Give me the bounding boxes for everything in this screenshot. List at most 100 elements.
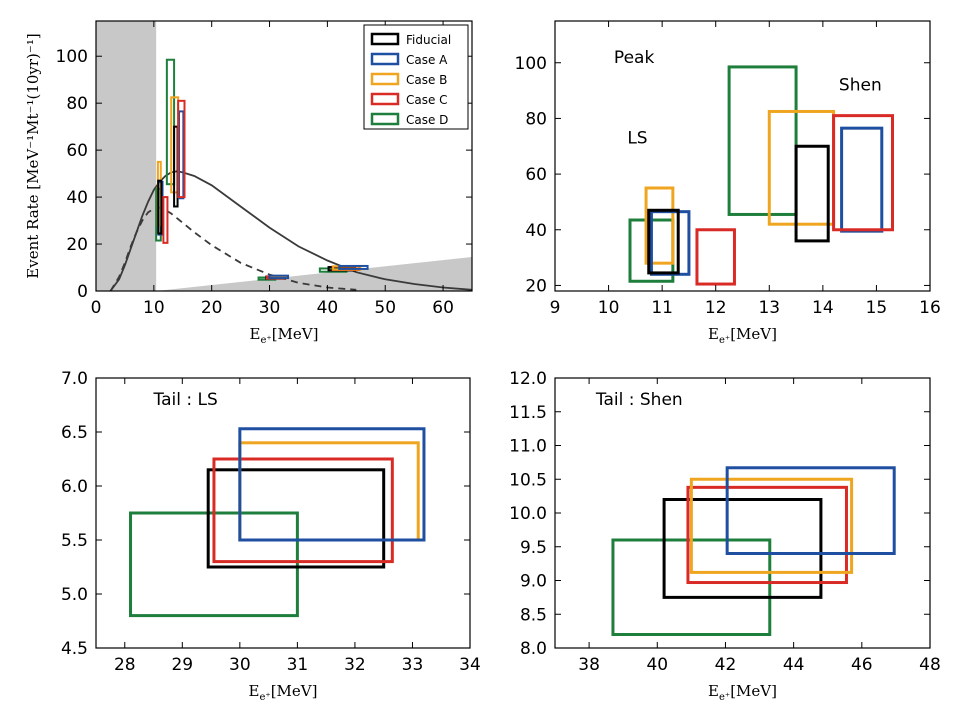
y-tick-label: 4.5 [61,639,88,659]
x-tick-label: 48 [919,655,941,675]
plot-area [611,466,896,636]
annotation: LS [627,128,647,148]
box-case-c [177,99,186,199]
x-tick-label: 13 [758,298,780,318]
x-tick-label: 40 [646,655,668,675]
box-case-b [767,109,836,226]
x-tick-label: 30 [259,298,281,318]
box-case-c [686,485,848,585]
y-tick-label: 5.0 [61,585,88,605]
box-case-a [725,466,896,555]
legend-swatch [370,72,400,86]
x-tick-label: 32 [344,655,366,675]
y-tick-label: 100 [515,54,547,74]
y-tick-label: 11.0 [509,437,547,457]
x-axis-label: Ee⁺[MeV] [708,325,777,346]
legend-label: Case C [406,93,448,107]
y-tick-label: 0 [77,282,88,302]
legend-swatch [370,32,400,46]
y-tick-label: 9.5 [520,538,547,558]
y-tick-label: 11.5 [509,403,547,423]
chart-spectrum: 0 10 20 30 40 50 60 0 20 40 60 80 100 Ee⁺[MeV] Event R… [24,20,473,346]
box-case-a [178,110,185,200]
x-tick-label: 34 [459,655,481,675]
box-case-c [695,228,736,286]
box-case-a [238,427,426,542]
y-tick-label: 12.0 [509,369,547,389]
x-tick-label: 14 [812,298,834,318]
x-axis-label: Ee⁺[MeV] [249,682,318,703]
x-tick-label: 60 [432,298,454,318]
box-case-d [727,65,798,216]
x-tick-label: 10 [598,298,620,318]
x-tick-label: 11 [651,298,673,318]
plot-area [96,21,472,291]
box-fiducial [173,125,179,208]
y-tick-label: 100 [56,47,88,67]
y-tick-label: 40 [525,221,547,241]
y-tick-label: 6.0 [61,477,88,497]
legend-label: Fiducial [406,33,451,47]
box-case-c [212,457,394,564]
legend-swatch [370,92,400,106]
axes-frame [95,20,473,292]
y-axis-label: Event Rate [MeV⁻¹Mt⁻¹(10yr)⁻¹] [24,33,42,278]
x-tick-label: 29 [171,655,193,675]
x-tick-label: 44 [783,655,805,675]
legend-swatch [370,112,400,126]
y-tick-label: 60 [66,141,88,161]
box-fiducial [794,144,830,243]
y-tick-label: 80 [525,109,547,129]
x-tick-label: 30 [229,655,251,675]
box-fiducial [206,468,386,569]
y-tick-label: 5.5 [61,531,88,551]
legend-box [363,24,469,130]
annotation: Tail : Shen [595,390,683,410]
y-tick-label: 10.5 [509,470,547,490]
y-tick-label: 7.0 [61,369,88,389]
x-tick-label: 9 [550,298,561,318]
legend-label: Case D [406,113,448,127]
box-case-b [689,477,854,574]
legend-swatch [370,52,400,66]
x-tick-label: 20 [201,298,223,318]
annotation: Shen [839,76,882,96]
x-axis-label: Ee⁺[MeV] [250,325,319,346]
y-tick-label: 60 [525,165,547,185]
x-tick-label: 28 [114,655,136,675]
axes-frame [554,377,931,649]
x-tick-label: 38 [578,655,600,675]
legend-label: Case A [406,53,448,67]
x-tick-label: 15 [866,298,888,318]
annotation: Peak [614,48,655,68]
x-tick-label: 42 [715,655,737,675]
box-case-a [268,274,290,280]
box-case-c [162,196,169,244]
box-fiducial [662,498,823,599]
y-tick-label: 20 [525,276,547,296]
box-case-a [338,264,369,270]
x-axis-label: Ee⁺[MeV] [708,682,777,703]
y-tick-label: 6.5 [61,423,88,443]
x-tick-label: 46 [851,655,873,675]
x-tick-label: 0 [91,298,102,318]
box-case-a [840,126,884,233]
chart-peak: 9 10 11 12 13 14 15 16 20 40 60 80 100 Ee⁺[MeV] Peak Sh… [515,20,941,346]
box-fiducial [647,208,680,275]
y-tick-label: 20 [66,235,88,255]
box-case-c [832,114,894,232]
y-tick-label: 8.5 [520,605,547,625]
legend-label: Case B [406,73,447,87]
x-tick-label: 33 [402,655,424,675]
x-tick-label: 40 [317,298,339,318]
shaded-region [96,21,157,291]
x-tick-label: 10 [143,298,165,318]
axes-frame [554,20,931,292]
y-tick-label: 40 [66,188,88,208]
box-case-b [644,186,675,265]
y-tick-label: 9.0 [520,572,547,592]
x-tick-label: 31 [287,655,309,675]
box-fiducial [157,179,163,235]
annotation: Tail : LS [153,390,218,410]
